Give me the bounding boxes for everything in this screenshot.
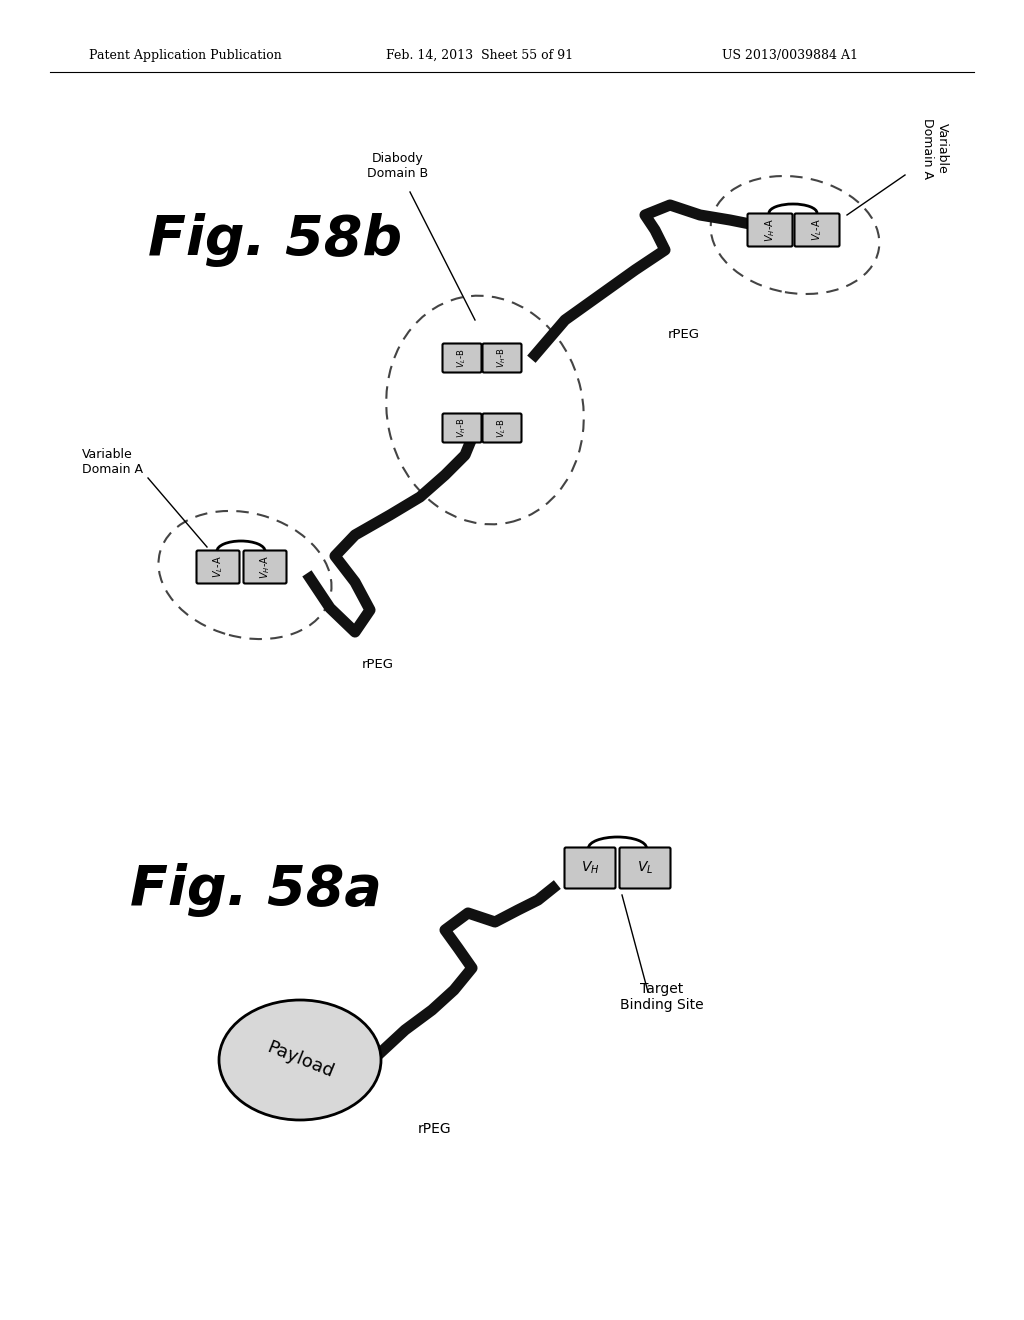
Text: rPEG: rPEG xyxy=(418,1122,452,1137)
Text: Patent Application Publication: Patent Application Publication xyxy=(89,49,282,62)
Text: US 2013/0039884 A1: US 2013/0039884 A1 xyxy=(722,49,858,62)
Text: Fig. 58a: Fig. 58a xyxy=(130,863,382,917)
Text: Variable
Domain A: Variable Domain A xyxy=(921,117,949,178)
Text: Payload: Payload xyxy=(264,1039,336,1081)
Text: $V_L$-A: $V_L$-A xyxy=(810,219,824,242)
Text: Diabody
Domain B: Diabody Domain B xyxy=(368,152,429,180)
Text: $V_H$-B: $V_H$-B xyxy=(496,347,508,368)
FancyBboxPatch shape xyxy=(564,847,615,888)
FancyBboxPatch shape xyxy=(620,847,671,888)
Text: $V_L$-B: $V_L$-B xyxy=(496,418,508,438)
Text: $V_H$-A: $V_H$-A xyxy=(763,218,777,242)
FancyBboxPatch shape xyxy=(244,550,287,583)
Text: rPEG: rPEG xyxy=(668,329,700,342)
FancyBboxPatch shape xyxy=(748,214,793,247)
Text: $V_H$-B: $V_H$-B xyxy=(456,417,468,438)
Text: $V_L$: $V_L$ xyxy=(637,859,653,876)
Text: Variable
Domain A: Variable Domain A xyxy=(82,447,143,477)
FancyBboxPatch shape xyxy=(197,550,240,583)
FancyBboxPatch shape xyxy=(442,343,481,372)
FancyBboxPatch shape xyxy=(482,413,521,442)
Text: $V_H$: $V_H$ xyxy=(581,859,599,876)
Text: $V_H$-A: $V_H$-A xyxy=(258,554,272,579)
Text: Feb. 14, 2013  Sheet 55 of 91: Feb. 14, 2013 Sheet 55 of 91 xyxy=(386,49,573,62)
Text: rPEG: rPEG xyxy=(362,657,394,671)
FancyBboxPatch shape xyxy=(482,343,521,372)
Text: Fig. 58b: Fig. 58b xyxy=(148,213,402,267)
Text: $V_L$-B: $V_L$-B xyxy=(456,348,468,368)
Text: $V_L$-A: $V_L$-A xyxy=(211,556,225,578)
Text: Target
Binding Site: Target Binding Site xyxy=(621,982,703,1012)
Ellipse shape xyxy=(219,1001,381,1119)
FancyBboxPatch shape xyxy=(795,214,840,247)
FancyBboxPatch shape xyxy=(442,413,481,442)
